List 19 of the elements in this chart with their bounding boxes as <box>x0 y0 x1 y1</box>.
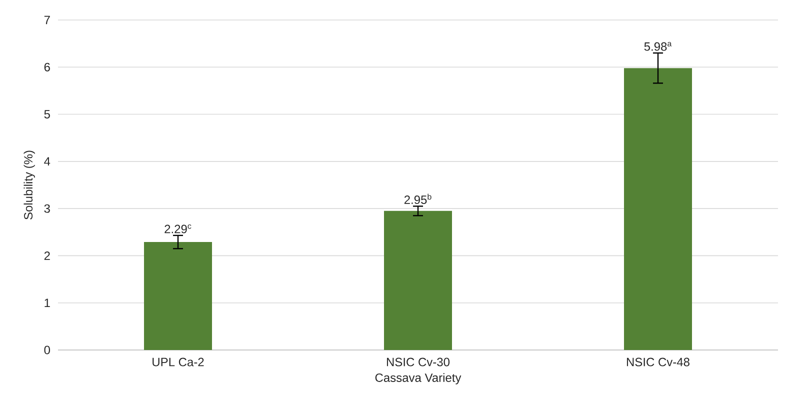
y-tick-label: 3 <box>44 204 50 213</box>
data-label: 2.95$^{b}$ <box>404 194 432 204</box>
x-axis-title: Cassava Variety <box>375 373 462 384</box>
x-tick-label: UPL Ca-2 <box>152 358 204 366</box>
y-tick-label: 1 <box>44 298 50 307</box>
bar <box>144 242 212 350</box>
data-label: 5.98$^{a}$ <box>644 42 672 51</box>
x-tick-label: NSIC Cv-30 <box>386 358 450 366</box>
data-label: 2.29$^{c}$ <box>164 224 192 234</box>
y-tick-label: 5 <box>44 110 50 118</box>
y-axis-title: Solubility (%) <box>24 150 35 220</box>
bar <box>624 68 692 350</box>
y-tick-label: 6 <box>44 62 50 72</box>
y-tick-label: 2 <box>44 252 50 260</box>
y-tick-label: 0 <box>44 346 50 354</box>
bar <box>384 210 452 350</box>
x-tick-label: NSIC Cv-48 <box>626 358 690 366</box>
y-tick-label: 4 <box>44 157 50 166</box>
y-tick-label: 7 <box>44 16 50 24</box>
